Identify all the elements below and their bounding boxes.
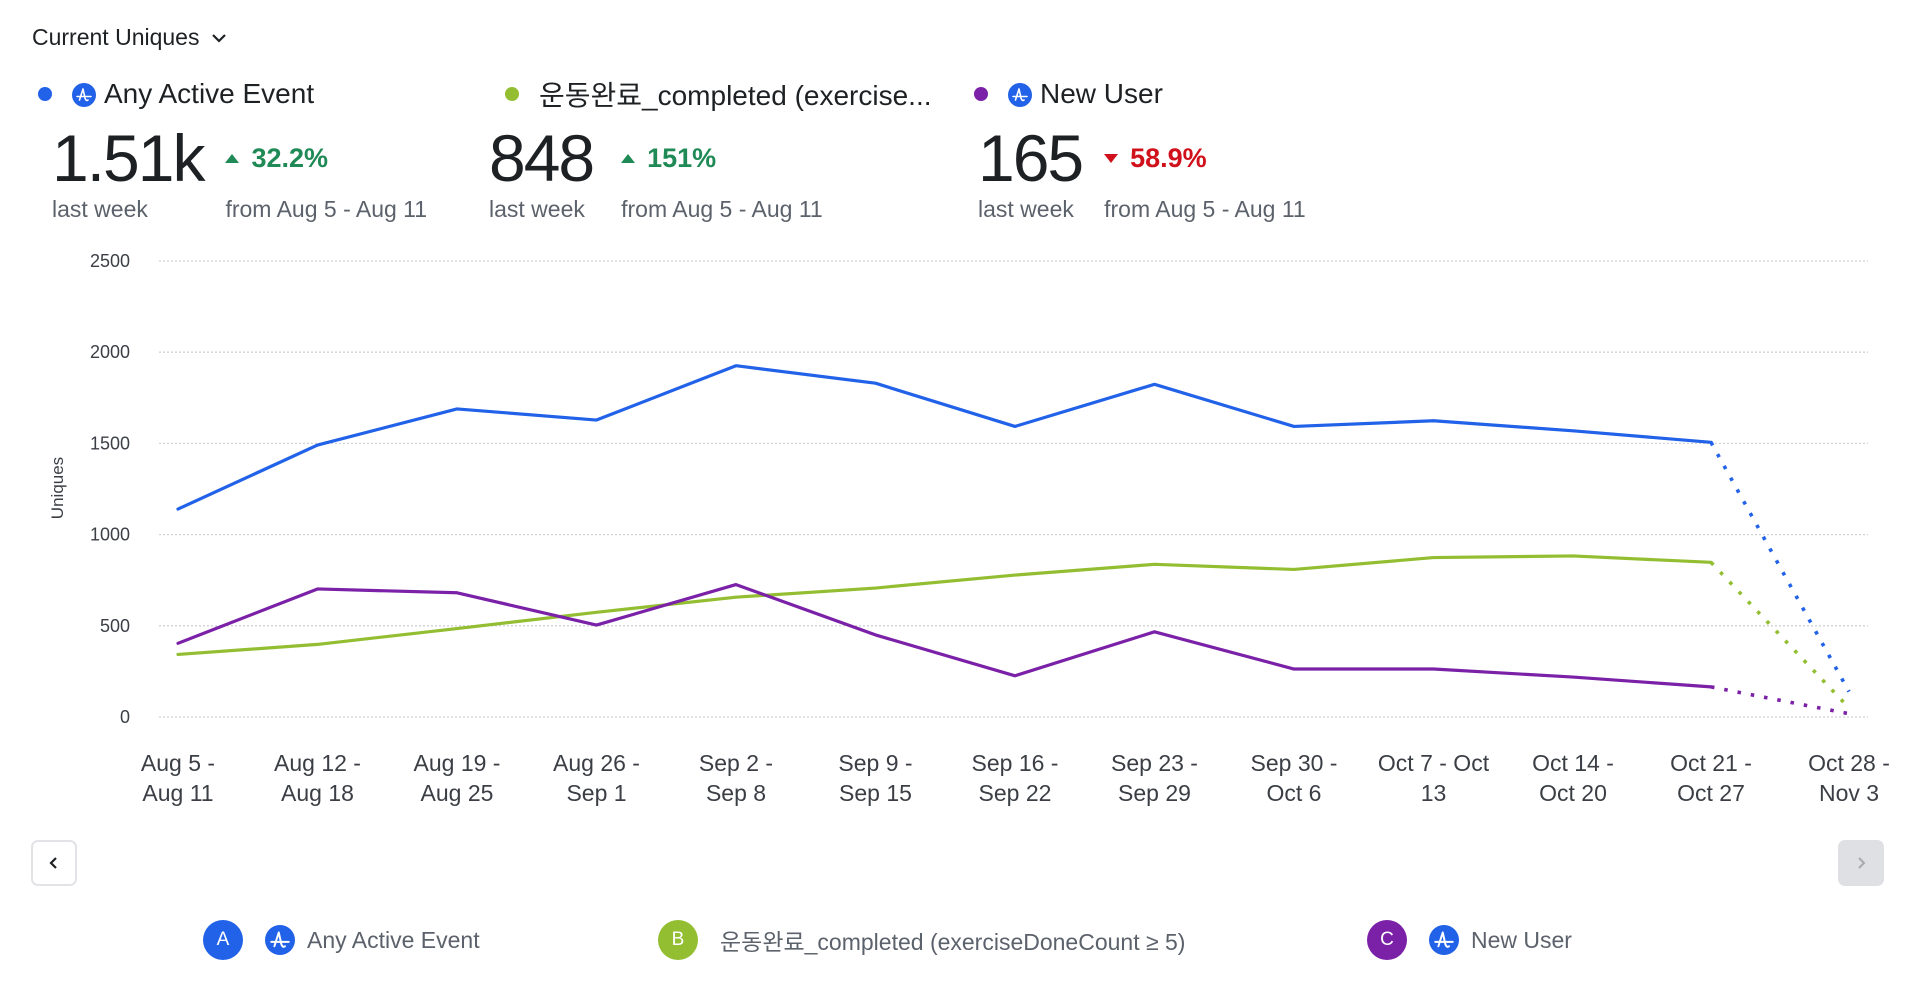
x-tick-label: Sep 16 -: [972, 750, 1059, 776]
x-tick-label: Sep 9 -: [838, 750, 912, 776]
amplitude-event-icon: [1008, 82, 1032, 107]
x-tick-label: Oct 20: [1539, 780, 1607, 806]
change-percent: 151%: [647, 143, 717, 173]
change-label: from Aug 5 - Aug 11: [1104, 196, 1306, 222]
x-tick-label: Oct 28 -: [1808, 750, 1890, 776]
y-axis-label: Uniques: [48, 457, 67, 519]
legend-label: New User: [1471, 926, 1572, 953]
change-indicator: 58.9%: [1104, 122, 1306, 194]
legend-label: 운동완료_completed (exerciseDoneCount ≥ 5): [720, 929, 1186, 955]
series-value-label: last week: [978, 196, 1074, 222]
series-letter-badge: C: [1367, 920, 1407, 960]
y-tick-label: 2000: [90, 342, 130, 362]
series-summary-card: Any Active Event 1.51k last week 32.2% from …: [38, 74, 427, 223]
series-value: 165: [978, 121, 1084, 195]
legend-label: Any Active Event: [307, 926, 480, 953]
series-line-c: [176, 582, 1713, 689]
x-tick-label: Oct 21 -: [1670, 750, 1752, 776]
x-tick-label: Oct 27: [1677, 780, 1745, 806]
x-tick-label: 13: [1421, 780, 1447, 806]
change-indicator: 32.2%: [225, 122, 427, 194]
arrow-up-icon: [225, 153, 240, 163]
chevron-right-icon: [1858, 857, 1866, 869]
y-tick-label: 0: [120, 707, 130, 727]
legend-item[interactable]: A Any Active Event: [203, 920, 480, 960]
x-tick-label: Sep 1: [566, 780, 626, 806]
x-tick-label: Aug 5 -: [141, 750, 215, 776]
next-page-button[interactable]: [1838, 840, 1884, 886]
series-color-dot: [974, 87, 988, 101]
chevron-down-icon: [212, 33, 227, 43]
series-color-dot: [38, 87, 52, 101]
x-tick-label: Aug 19 -: [414, 750, 501, 776]
y-tick-label: 500: [100, 616, 130, 636]
x-tick-label: Oct 7 - Oct: [1378, 750, 1490, 776]
series-value-label: last week: [52, 196, 148, 222]
x-tick-label: Oct 6: [1267, 780, 1322, 806]
change-indicator: 151%: [621, 122, 823, 194]
x-tick-label: Sep 8: [706, 780, 766, 806]
metric-selector-label: Current Uniques: [32, 24, 200, 50]
x-tick-label: Sep 29: [1118, 780, 1191, 806]
series-name: 운동완료_completed (exercise...: [539, 80, 932, 111]
y-tick-label: 1500: [90, 433, 130, 453]
chevron-left-icon: [49, 857, 57, 869]
x-tick-label: Sep 22: [979, 780, 1052, 806]
y-tick-label: 1000: [90, 525, 130, 545]
change-label: from Aug 5 - Aug 11: [225, 196, 428, 222]
change-label: from Aug 5 - Aug 11: [621, 196, 823, 222]
series-summary-card: New User 165 last week 58.9% from Aug 5 - Au…: [974, 74, 1306, 223]
legend-item[interactable]: C New User: [1367, 920, 1572, 960]
series-name: New User: [1040, 78, 1163, 109]
y-tick-label: 2500: [90, 251, 130, 271]
x-tick-label: Aug 18: [281, 780, 354, 806]
x-tick-label: Sep 23 -: [1111, 750, 1198, 776]
legend-item[interactable]: B 운동완료_completed (exerciseDoneCount ≥ 5): [658, 920, 1185, 960]
x-tick-label: Aug 25: [421, 780, 494, 806]
series-summary-card: 운동완료_completed (exercise... 848 last week 1…: [489, 74, 932, 223]
arrow-up-icon: [621, 153, 636, 163]
x-tick-label: Aug 26 -: [553, 750, 640, 776]
series-incomplete-segment-b: [1709, 561, 1851, 710]
x-tick-label: Aug 12 -: [274, 750, 361, 776]
series-line-b: [176, 554, 1713, 657]
x-tick-label: Sep 2 -: [699, 750, 773, 776]
amplitude-event-icon: [265, 925, 295, 955]
x-tick-label: Nov 3: [1819, 780, 1879, 806]
metric-selector[interactable]: Current Uniques: [32, 24, 229, 51]
series-letter-badge: B: [658, 920, 698, 960]
series-incomplete-segment-a: [1709, 441, 1851, 693]
series-value: 1.51k: [52, 121, 205, 195]
prev-page-button[interactable]: [31, 840, 77, 886]
series-color-dot: [505, 87, 519, 101]
series-line-a: [176, 364, 1713, 511]
series-name: Any Active Event: [104, 78, 315, 109]
arrow-down-icon: [1104, 153, 1119, 163]
series-incomplete-segment-c: [1710, 685, 1850, 716]
change-percent: 58.9%: [1130, 143, 1207, 173]
series-letter-badge: A: [203, 920, 243, 960]
x-tick-label: Aug 11: [142, 780, 213, 806]
series-value-label: last week: [489, 196, 585, 222]
chart-legend: A Any Active Event B 운동완료_completed (exerci…: [0, 920, 1912, 960]
change-percent: 32.2%: [251, 143, 329, 173]
x-tick-label: Sep 15: [839, 780, 912, 806]
amplitude-event-icon: [72, 82, 96, 107]
x-tick-label: Sep 30 -: [1251, 750, 1338, 776]
series-value: 848: [489, 121, 595, 195]
x-tick-label: Oct 14 -: [1532, 750, 1614, 776]
amplitude-event-icon: [1429, 925, 1459, 955]
